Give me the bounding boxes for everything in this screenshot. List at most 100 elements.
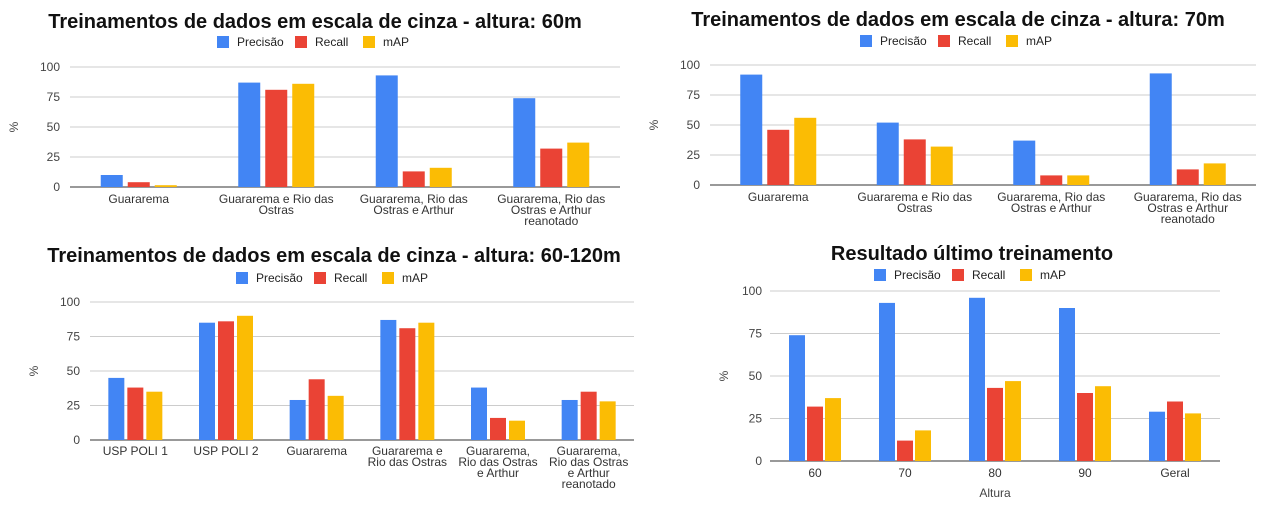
x-category-line: Ostras	[259, 203, 294, 217]
bar-1-3	[1013, 140, 1036, 185]
bar-2-3	[308, 379, 325, 440]
bar-1-1	[740, 74, 763, 185]
y-axis-label: %	[647, 119, 661, 130]
legend-swatch	[217, 36, 229, 48]
y-axis-label: %	[717, 370, 731, 381]
legend-item-2: Recall	[295, 35, 348, 49]
bar-3-4	[1095, 386, 1111, 461]
legend-item-1: Precisão	[236, 271, 303, 285]
legend-swatch	[874, 269, 886, 281]
bar-2-4	[1077, 393, 1093, 461]
x-category-label: Guararema	[108, 192, 169, 206]
bar-2-1	[127, 182, 150, 187]
y-tick-label: 25	[67, 399, 81, 413]
x-category-line: Guararema, Rio das	[360, 192, 468, 206]
bar-2-2	[903, 139, 926, 185]
bar-3-2	[930, 146, 953, 185]
bar-3-5	[509, 420, 525, 440]
bar-3-2	[237, 315, 253, 440]
bar-1-5	[471, 387, 487, 440]
y-axis-label: %	[27, 365, 41, 376]
legend-swatch	[314, 272, 326, 284]
y-tick-label: 100	[742, 284, 762, 298]
x-category-line: USP POLI 1	[103, 444, 168, 458]
bar-1-4	[380, 319, 397, 440]
chart-60m-svg: Treinamentos de dados em escala de cinza…	[7, 11, 620, 228]
x-category-label: USP POLI 2	[193, 444, 258, 458]
bar-3-5	[1185, 413, 1201, 461]
y-tick-label: 25	[749, 412, 763, 426]
legend-swatch	[363, 36, 375, 48]
legend-item-3: mAP	[1020, 268, 1066, 282]
x-category-label: Guararema e Rio das Ostras	[219, 192, 334, 217]
x-category-label: Guararema, Rio das Ostras e Arthur	[458, 444, 537, 480]
y-tick-label: 25	[687, 148, 701, 162]
y-tick-label: 50	[687, 118, 701, 132]
bar-3-3	[327, 395, 344, 440]
x-category-line: USP POLI 2	[193, 444, 258, 458]
bar-1-2	[876, 122, 899, 185]
x-category-line: Guararema	[748, 190, 809, 204]
bar-1-3	[289, 399, 306, 440]
bar-2-1	[127, 387, 144, 440]
x-category-line: reanotado	[1161, 212, 1215, 226]
legend-swatch	[860, 35, 872, 47]
x-category-line: Ostras e Arthur	[511, 203, 592, 217]
x-category-line: Ostras e Arthur	[373, 203, 454, 217]
y-tick-label: 0	[755, 454, 762, 468]
legend-item-2: Recall	[314, 271, 367, 285]
bar-2-5	[490, 417, 506, 440]
legend-item-2: Recall	[952, 268, 1005, 282]
x-category-label: Guararema, Rio das Ostras e Arthur reanotad…	[549, 444, 628, 491]
x-category-line: e Arthur	[477, 466, 519, 480]
x-category-line: reanotado	[524, 214, 578, 228]
x-category-label: 60	[808, 466, 822, 480]
x-category-label: Guararema	[748, 190, 809, 204]
bar-3-2	[915, 430, 931, 461]
y-tick-label: 100	[40, 60, 60, 74]
x-category-label: Geral	[1160, 466, 1189, 480]
y-tick-label: 100	[680, 58, 700, 72]
y-tick-label: 0	[73, 433, 80, 447]
bar-1-4	[1059, 308, 1075, 461]
legend-label: mAP	[383, 35, 409, 49]
bar-1-2	[238, 82, 261, 187]
x-category-line: reanotado	[562, 477, 616, 491]
y-tick-label: 0	[693, 178, 700, 192]
x-category-line: Guararema, Rio das	[497, 192, 605, 206]
y-tick-label: 75	[749, 327, 763, 341]
bar-2-5	[1167, 401, 1183, 461]
bar-2-2	[218, 321, 234, 440]
bar-2-4	[399, 328, 416, 440]
bar-2-4	[540, 148, 563, 187]
bar-3-3	[1067, 175, 1090, 185]
x-category-label: 70	[898, 466, 912, 480]
chart-ultimo-treinamento-svg: Resultado último treinamento Precisão Reca…	[717, 243, 1220, 500]
bar-1-1	[789, 335, 805, 461]
x-category-line: Guararema, Rio das	[997, 190, 1105, 204]
x-category-label: Guararema e Rio das Ostras	[857, 190, 972, 215]
legend-label: Recall	[958, 34, 991, 48]
legend-item-3: mAP	[382, 271, 428, 285]
y-tick-label: 0	[53, 180, 60, 194]
y-tick-label: 50	[67, 364, 81, 378]
legend-item-1: Precisão	[217, 35, 284, 49]
x-category-line: Guararema e Rio das	[857, 190, 972, 204]
legend-label: Recall	[972, 268, 1005, 282]
bar-3-3	[1005, 381, 1021, 461]
bar-3-3	[429, 167, 452, 187]
x-category-line: Ostras e Arthur	[1147, 201, 1228, 215]
bar-2-3	[987, 387, 1003, 461]
bar-2-2	[265, 89, 288, 187]
legend-label: mAP	[1040, 268, 1066, 282]
x-category-label: Guararema e Rio das Ostras	[368, 444, 447, 469]
x-category-line: Guararema e	[372, 444, 443, 458]
x-axis-label: Altura	[979, 486, 1011, 500]
y-tick-label: 25	[47, 150, 61, 164]
x-category-label: 80	[988, 466, 1002, 480]
x-category-line: Guararema	[108, 192, 169, 206]
legend-swatch	[382, 272, 394, 284]
chart-70m-svg: Treinamentos de dados em escala de cinza…	[647, 9, 1256, 226]
y-tick-label: 50	[749, 369, 763, 383]
bar-2-1	[767, 129, 790, 185]
